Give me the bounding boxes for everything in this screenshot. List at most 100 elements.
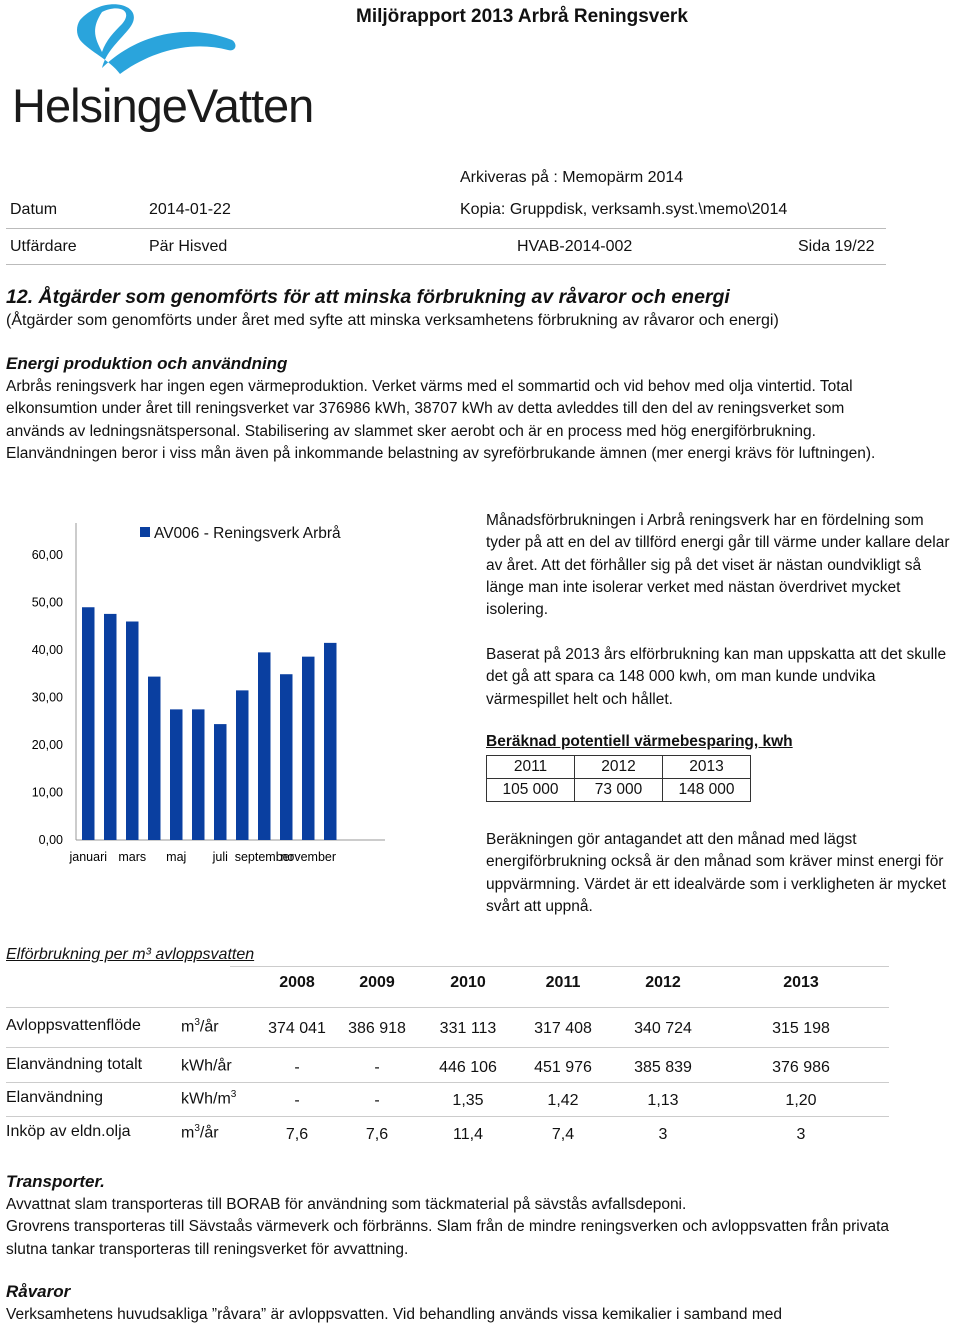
x-tick-label: mars <box>118 850 146 864</box>
unit-base: kWh/år <box>181 1057 232 1075</box>
bar-mars <box>126 621 139 840</box>
el-table-value: 7,6 <box>365 1126 389 1143</box>
el-table-value: 331 113 <box>439 1020 497 1037</box>
el-table-year: 2012 <box>645 974 681 991</box>
archive-info: Arkiveras på : Memopärm 2014 <box>460 169 684 186</box>
bar-juli <box>214 724 227 840</box>
x-tick-label: september <box>235 850 294 864</box>
header-rule-1 <box>6 228 886 229</box>
bar-oktober <box>280 674 293 840</box>
el-table-value: 1,20 <box>785 1092 817 1109</box>
issuer-label: Utfärdare <box>10 238 77 255</box>
el-table-value: 3 <box>796 1126 806 1143</box>
header-rule-2 <box>6 264 886 265</box>
el-table-row-unit: m3/år <box>181 1017 219 1036</box>
el-table-value: 3 <box>658 1126 668 1143</box>
saving-value: 148 000 <box>662 778 751 802</box>
transport-line-2: Grovrens transporteras till Sävstaås vär… <box>6 1218 890 1258</box>
document-title: Miljörapport 2013 Arbrå Reningsverk <box>356 6 688 27</box>
date-value: 2014-01-22 <box>149 201 231 218</box>
saving-table: 2011 2012 2013 105 000 73 000 148 000 <box>486 755 751 802</box>
x-tick-label: juli <box>212 850 228 864</box>
saving-years-row: 2011 2012 2013 <box>486 755 751 779</box>
issuer-value: Pär Hisved <box>149 238 228 255</box>
side-paragraph-3: Beräkningen gör antagandet att den månad… <box>486 831 947 915</box>
el-table-value: - <box>294 1059 300 1076</box>
bar-december <box>324 642 337 840</box>
page-number: Sida 19/22 <box>798 238 875 255</box>
logo-wordmark: HelsingeVatten <box>12 79 313 132</box>
el-table-year: 2009 <box>359 974 395 991</box>
bar-juni <box>192 709 205 840</box>
raw-heading: Råvaror <box>6 1282 71 1301</box>
bar-april <box>148 676 161 840</box>
el-table-value: 340 724 <box>634 1020 692 1037</box>
bar-november <box>302 656 315 840</box>
y-axis-ticks: 0,00 10,00 20,00 30,00 40,00 50,00 60,00 <box>32 548 63 847</box>
unit-suffix: /år <box>199 1018 219 1036</box>
bar-februari <box>104 613 117 840</box>
el-table-value: 446 106 <box>439 1059 497 1076</box>
unit-base: m <box>181 1124 195 1142</box>
unit-exponent: 3 <box>194 1017 200 1028</box>
bar-januari <box>82 607 95 840</box>
el-table-rule <box>6 1116 889 1117</box>
el-table-row-unit: kWh/m3 <box>181 1089 236 1108</box>
el-table-value: 11,4 <box>453 1126 483 1143</box>
el-table-year: 2013 <box>783 974 819 991</box>
bar-maj <box>170 709 183 840</box>
unit-exponent: 3 <box>194 1123 200 1134</box>
x-tick-label: november <box>280 850 336 864</box>
side-paragraph-1: Månadsförbrukningen i Arbrå reningsverk … <box>486 512 950 619</box>
el-table-rule <box>6 1047 889 1048</box>
y-tick-label: 10,00 <box>32 786 63 800</box>
saving-values-row: 105 000 73 000 148 000 <box>486 778 751 802</box>
el-table-value: 386 918 <box>348 1020 406 1037</box>
legend-swatch <box>140 527 150 537</box>
bar-augusti <box>236 690 249 840</box>
el-table-rule-top <box>230 966 889 967</box>
legend-label: AV006 - Reningsverk Arbrå <box>154 525 341 542</box>
raw-paragraph: Verksamhetens huvudsakliga ”råvara” är a… <box>6 1306 782 1323</box>
monthly-energy-bar-chart: 0,00 10,00 20,00 30,00 40,00 50,00 60,00 janua… <box>32 523 385 864</box>
copy-info: Kopia: Gruppdisk, verksamh.syst.\memo\20… <box>460 201 788 218</box>
document-number: HVAB-2014-002 <box>517 238 633 255</box>
el-table-row-label: Elanvändning totalt <box>6 1056 143 1073</box>
el-table-value: 317 408 <box>534 1020 592 1037</box>
el-table-heading: Elförbrukning per m³ avloppsvatten <box>6 946 255 963</box>
bar-series <box>82 607 337 840</box>
el-table-row-label: Elanvändning <box>6 1089 103 1106</box>
el-table-row-label: Inköp av eldn.olja <box>6 1123 131 1140</box>
el-table-value: - <box>294 1092 300 1109</box>
el-table-row-label: Avloppsvattenflöde <box>6 1017 141 1034</box>
el-table-value: 374 041 <box>268 1020 326 1037</box>
unit-base: kWh/m <box>181 1090 231 1108</box>
transport-line-1: Avvattnat slam transporteras till BORAB … <box>6 1196 687 1213</box>
saving-value: 73 000 <box>574 778 663 802</box>
saving-year: 2013 <box>662 755 751 779</box>
el-table-value: 1,42 <box>547 1092 579 1109</box>
el-table-value: 7,6 <box>285 1126 309 1143</box>
bar-september <box>258 652 271 840</box>
side-paragraph-2: Baserat på 2013 års elförbrukning kan ma… <box>486 646 947 708</box>
y-tick-label: 20,00 <box>32 738 63 752</box>
x-tick-label: januari <box>68 850 107 864</box>
saving-year: 2011 <box>486 755 575 779</box>
el-table-value: 7,4 <box>551 1126 575 1143</box>
y-tick-label: 50,00 <box>32 596 63 610</box>
unit-base: m <box>181 1018 195 1036</box>
el-table-value: - <box>374 1059 380 1076</box>
el-table-year: 2008 <box>279 974 315 991</box>
el-table-value: - <box>374 1092 380 1109</box>
el-table-value: 385 839 <box>634 1059 692 1076</box>
y-tick-label: 40,00 <box>32 643 63 657</box>
y-tick-label: 0,00 <box>39 833 63 847</box>
el-table-value: 1,35 <box>452 1092 484 1109</box>
section-subtitle: (Åtgärder som genomförts under året med … <box>6 312 779 329</box>
saving-value: 105 000 <box>486 778 575 802</box>
x-tick-label: maj <box>166 850 186 864</box>
el-table-value: 315 198 <box>772 1020 830 1037</box>
helsingevatten-logo: HelsingeVatten <box>12 4 314 132</box>
el-table-year: 2011 <box>545 974 581 991</box>
